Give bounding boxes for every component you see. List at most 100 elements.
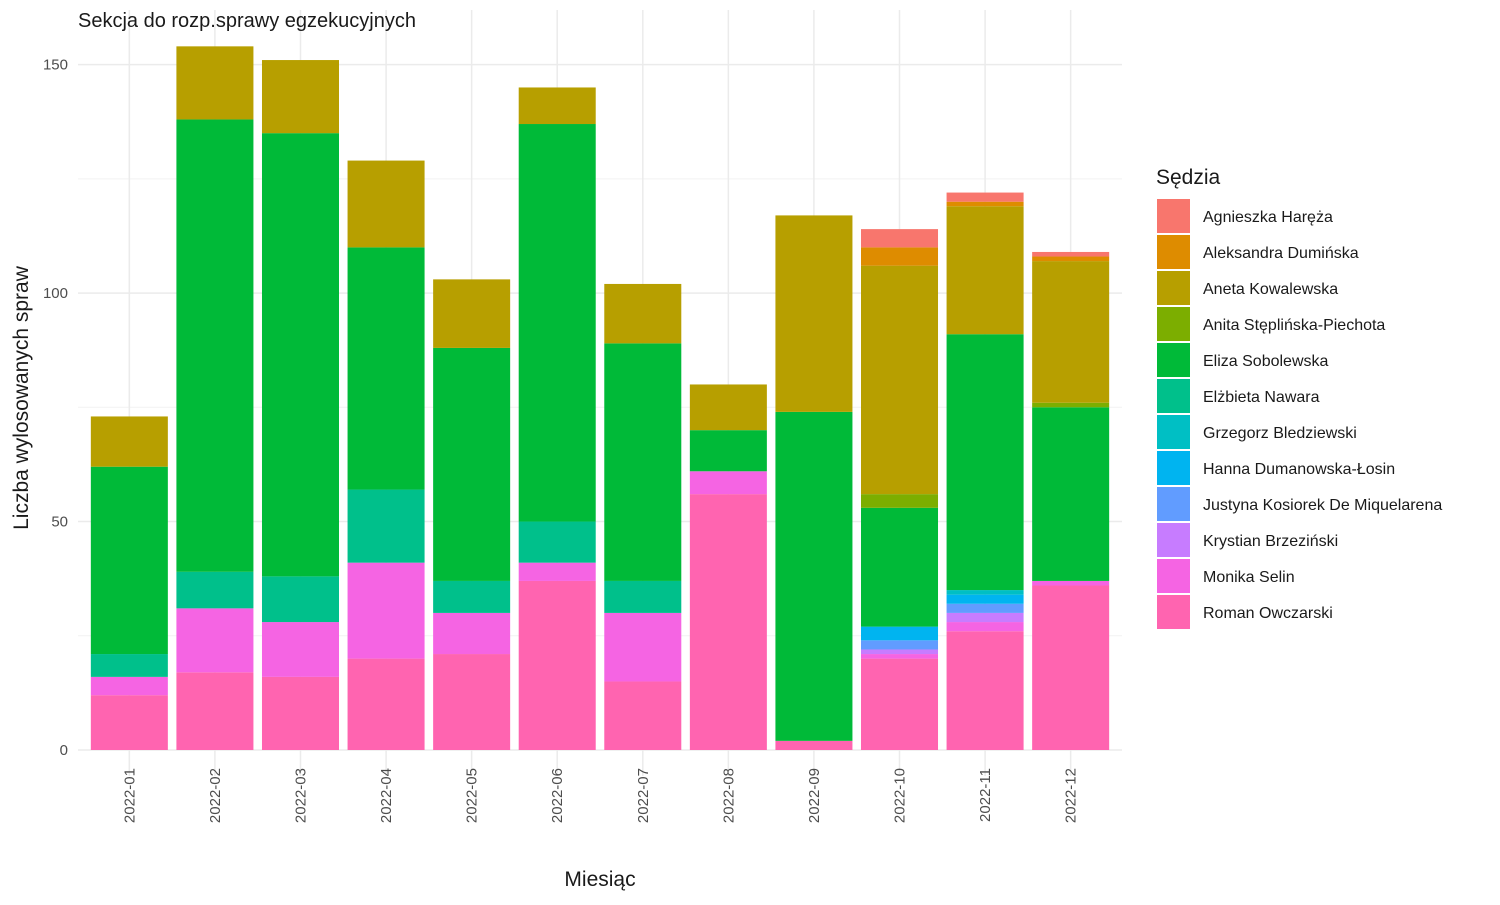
- bar-segment: [946, 590, 1024, 595]
- x-tick-label: 2022-11: [977, 768, 994, 822]
- y-tick-label: 50: [51, 514, 68, 531]
- bar-segment: [861, 247, 939, 266]
- bar-segment: [775, 740, 853, 750]
- bar-segment: [176, 608, 254, 673]
- bar-segment: [1032, 402, 1110, 408]
- bar-segment: [775, 411, 853, 741]
- bar-segment: [176, 119, 254, 572]
- legend-label: Monika Selin: [1203, 569, 1295, 586]
- legend-key: [1157, 307, 1190, 341]
- bar-segment: [176, 571, 254, 609]
- bar-segment: [861, 265, 939, 495]
- y-tick-label: 100: [43, 285, 68, 302]
- chart-title: Sekcja do rozp.sprawy egzekucyjnych: [78, 10, 416, 32]
- bar-segment: [518, 562, 596, 581]
- legend-key: [1157, 523, 1190, 557]
- legend-label: Aneta Kowalewska: [1203, 281, 1338, 298]
- bar-segment: [861, 229, 939, 248]
- x-tick-label: 2022-01: [121, 768, 138, 823]
- bar-segment: [861, 654, 939, 659]
- bar-segment: [1032, 261, 1110, 403]
- y-tick-label: 0: [60, 742, 68, 759]
- bar-segment: [518, 87, 596, 125]
- x-tick-label: 2022-03: [292, 768, 309, 823]
- legend-key: [1157, 595, 1190, 629]
- bar-segment: [689, 430, 767, 472]
- x-tick-label: 2022-02: [207, 768, 224, 823]
- bar-segment: [90, 695, 168, 750]
- x-tick-label: 2022-07: [635, 768, 652, 823]
- bar-segment: [946, 192, 1024, 202]
- legend-key: [1157, 559, 1190, 593]
- legend-key: [1157, 379, 1190, 413]
- bar-segment: [518, 521, 596, 563]
- legend-label: Eliza Sobolewska: [1203, 353, 1329, 370]
- bar-segment: [90, 466, 168, 655]
- bar-segment: [433, 612, 511, 655]
- bar-segment: [347, 247, 425, 490]
- bar-segment: [861, 626, 939, 641]
- x-tick-label: 2022-12: [1063, 768, 1080, 823]
- legend-key: [1157, 199, 1190, 233]
- legend-label: Agnieszka Haręża: [1203, 209, 1333, 226]
- x-tick-label: 2022-09: [806, 768, 823, 823]
- legend-label: Hanna Dumanowska-Łosin: [1203, 461, 1395, 478]
- bar-segment: [433, 580, 511, 613]
- bar-segment: [433, 347, 511, 581]
- legend-key: [1157, 235, 1190, 269]
- bar-segment: [689, 494, 767, 750]
- legend-key: [1157, 415, 1190, 449]
- y-tick-label: 150: [43, 57, 68, 74]
- bar-segment: [90, 654, 168, 677]
- x-tick-label: 2022-06: [549, 768, 566, 823]
- bar-segment: [261, 133, 339, 577]
- bar-segment: [861, 494, 939, 508]
- legend: Agnieszka Haręża Aleksandra Dumińska Aneta…: [1157, 199, 1442, 629]
- legend-label: Krystian Brzeziński: [1203, 533, 1338, 550]
- x-tick-label: 2022-05: [464, 768, 481, 823]
- legend-label: Aleksandra Dumińska: [1203, 245, 1359, 262]
- bar-segment: [433, 654, 511, 750]
- legend-title: Sędzia: [1156, 166, 1221, 189]
- legend-key: [1157, 271, 1190, 305]
- bar-segment: [604, 343, 682, 581]
- bar-segment: [946, 631, 1024, 750]
- x-tick-label: 2022-10: [892, 768, 909, 823]
- bars-layer: [90, 46, 1110, 750]
- bar-segment: [90, 416, 168, 467]
- bar-segment: [1032, 407, 1110, 581]
- bar-segment: [518, 124, 596, 522]
- bar-segment: [1032, 585, 1110, 750]
- bar-segment: [604, 681, 682, 750]
- bar-segment: [604, 283, 682, 344]
- bar-segment: [861, 507, 939, 627]
- bar-segment: [946, 612, 1024, 623]
- bar-segment: [946, 603, 1024, 613]
- bar-segment: [689, 384, 767, 431]
- legend-label: Justyna Kosiorek De Miquelarena: [1203, 497, 1442, 514]
- bar-segment: [90, 676, 168, 696]
- axis-layer: 0 50 100 150 2022-01 2022-02 2022-03 2022-04 202…: [43, 57, 1080, 823]
- bar-segment: [861, 658, 939, 750]
- bar-segment: [261, 676, 339, 750]
- y-axis-title: Liczba wylosowanych spraw: [10, 265, 33, 530]
- bar-segment: [261, 60, 339, 134]
- bar-segment: [261, 622, 339, 677]
- bar-segment: [946, 622, 1024, 632]
- bar-segment: [946, 594, 1024, 604]
- bar-segment: [604, 580, 682, 613]
- x-tick-label: 2022-04: [378, 768, 395, 823]
- legend-key: [1157, 343, 1190, 377]
- bar-segment: [1032, 251, 1110, 257]
- bar-segment: [347, 489, 425, 563]
- bar-segment: [176, 672, 254, 750]
- bar-segment: [689, 471, 767, 495]
- bar-segment: [946, 201, 1024, 207]
- bar-segment: [347, 658, 425, 750]
- bar-segment: [1032, 256, 1110, 262]
- bar-segment: [604, 612, 682, 682]
- bar-segment: [433, 279, 511, 348]
- bar-segment: [946, 206, 1024, 335]
